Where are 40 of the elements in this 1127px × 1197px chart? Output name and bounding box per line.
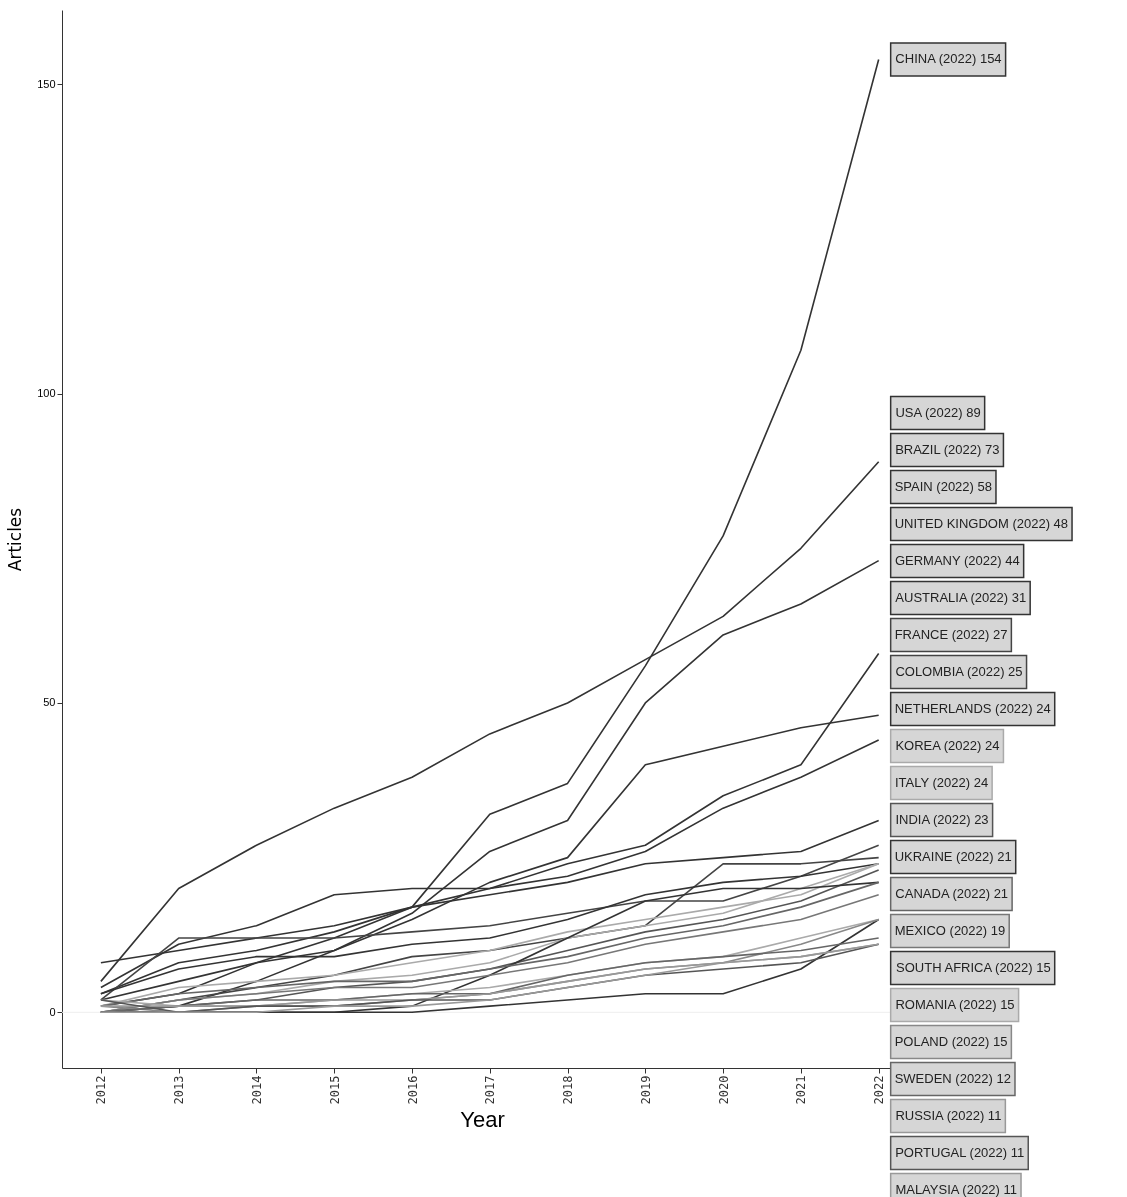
annotation: FRANCE (2022) 27 bbox=[894, 627, 1008, 642]
annotation: CANADA (2022) 21 bbox=[895, 886, 1009, 901]
annotation: USA (2022) 89 bbox=[895, 405, 981, 420]
x-tick-label: 2020 bbox=[716, 1075, 731, 1105]
text: RUSSIA (2022) 11 bbox=[895, 1108, 1002, 1123]
x-tick-label: 2018 bbox=[561, 1075, 576, 1105]
y-axis-title: Articles bbox=[5, 507, 26, 572]
annotation: ITALY (2022) 24 bbox=[894, 775, 989, 790]
x-axis-title: Year bbox=[460, 1107, 505, 1133]
text: MALAYSIA (2022) 11 bbox=[895, 1182, 1018, 1197]
annotation: UNITED KINGDOM (2022) 48 bbox=[894, 516, 1069, 531]
annotation: BRAZIL (2022) 73 bbox=[895, 442, 1000, 457]
text: PORTUGAL (2022) 11 bbox=[895, 1145, 1025, 1160]
x-tick-label: 2017 bbox=[483, 1075, 498, 1105]
annotation: KOREA (2022) 24 bbox=[895, 738, 1000, 753]
annotation: NETHERLANDS (2022) 24 bbox=[894, 701, 1051, 716]
x-tick-label: 2012 bbox=[94, 1075, 109, 1105]
annotation: COLOMBIA (2022) 25 bbox=[895, 664, 1023, 679]
y-tick-label: 50 bbox=[43, 696, 56, 709]
annotation: POLAND (2022) 15 bbox=[894, 1034, 1008, 1049]
x-tick-label: 2022 bbox=[872, 1075, 887, 1105]
annotation: INDIA (2022) 23 bbox=[895, 812, 989, 827]
annotation: CHINA (2022) 154 bbox=[895, 51, 1002, 67]
annotation: AUSTRALIA (2022) 31 bbox=[895, 590, 1027, 605]
annotation: ROMANIA (2022) 15 bbox=[895, 997, 1015, 1012]
annotation: SOUTH AFRICA (2022) 15 bbox=[896, 960, 1051, 975]
text: SWEDEN (2022) 12 bbox=[894, 1071, 1011, 1086]
x-tick-label: 2015 bbox=[327, 1075, 342, 1105]
x-tick-label: 2013 bbox=[172, 1075, 187, 1105]
y-tick-label: 150 bbox=[37, 77, 56, 90]
annotation: GERMANY (2022) 44 bbox=[894, 553, 1020, 568]
annotation: UKRAINE (2022) 21 bbox=[894, 849, 1012, 864]
x-tick-label: 2021 bbox=[794, 1075, 809, 1105]
y-tick-label: 0 bbox=[49, 1005, 56, 1018]
annotation: SPAIN (2022) 58 bbox=[894, 479, 992, 494]
annotation: MEXICO (2022) 19 bbox=[894, 923, 1006, 938]
y-tick-label: 100 bbox=[37, 387, 56, 400]
x-tick-label: 2019 bbox=[638, 1075, 653, 1105]
x-tick-label: 2014 bbox=[249, 1075, 264, 1105]
x-tick-label: 2016 bbox=[405, 1075, 420, 1105]
